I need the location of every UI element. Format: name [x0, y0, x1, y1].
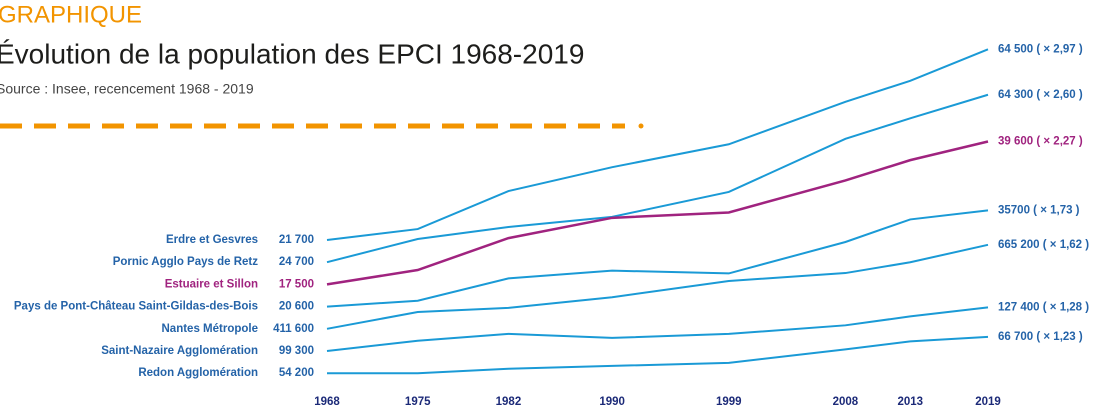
value-label: 665 200 ( × 1,62 ): [998, 239, 1089, 251]
x-tick-label: 1968: [314, 396, 340, 408]
series-line: [326, 306, 989, 352]
x-tick-label: 1982: [496, 396, 522, 408]
value-label: 64 500 ( × 2,97 ): [998, 43, 1083, 55]
x-tick-label: 2013: [897, 396, 923, 408]
x-tick-label: 2008: [833, 396, 859, 408]
legend-label: Pornic Agglo Pays de Retz: [113, 256, 259, 268]
value-label: 127 400 ( × 1,28 ): [998, 301, 1089, 313]
value-label: 66 700 ( × 1,23 ): [998, 331, 1083, 343]
chart-title: Évolution de la population des EPCI 1968…: [0, 38, 584, 69]
value-label: 64 300 ( × 2,60 ): [998, 89, 1083, 101]
series-line: [326, 243, 989, 330]
source: Source : Insee, recencement 1968 - 2019: [0, 81, 254, 97]
value-label: 24 700: [279, 256, 314, 268]
value-label: 411 600: [273, 323, 314, 335]
legend-label: Saint-Nazaire Agglomération: [101, 345, 258, 357]
value-label: 99 300: [279, 345, 314, 357]
series-line: [326, 93, 989, 264]
divider-dot: [638, 123, 644, 129]
value-label: 17 500: [279, 278, 314, 290]
series-line: [327, 335, 989, 375]
value-label: 54 200: [279, 367, 314, 379]
legend-label: Nantes Métropole: [162, 323, 259, 335]
value-label: 39 600 ( × 2,27 ): [998, 136, 1083, 148]
kicker: GRAPHIQUE: [0, 1, 142, 28]
series-line: [326, 209, 989, 308]
x-tick-label: 1990: [599, 396, 625, 408]
x-tick-label: 2019: [975, 396, 1001, 408]
x-tick-label: 1975: [405, 396, 431, 408]
legend-label: Pays de Pont-Château Saint-Gildas-des-Bo…: [14, 301, 258, 313]
value-label: 35700 ( × 1,73 ): [998, 204, 1080, 216]
legend-label: Erdre et Gesvres: [166, 234, 258, 246]
x-tick-label: 1999: [716, 396, 742, 408]
value-label: 21 700: [279, 234, 314, 246]
series-line: [326, 140, 989, 286]
legend-label: Estuaire et Sillon: [165, 278, 258, 290]
value-label: 20 600: [279, 301, 314, 313]
legend-label: Redon Agglomération: [138, 367, 258, 379]
series-line: [326, 48, 989, 241]
